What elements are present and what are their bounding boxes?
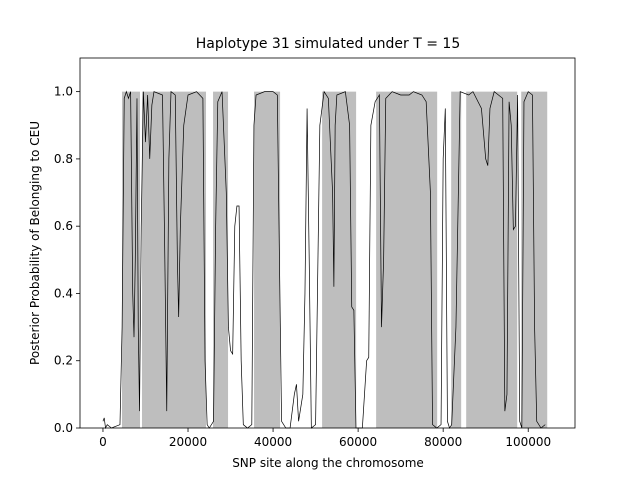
chart-title: Haplotype 31 simulated under T = 15 — [196, 36, 461, 52]
x-tick-label: 100000 — [505, 435, 551, 449]
plot-frame — [79, 57, 576, 429]
shaded-region — [466, 91, 518, 429]
x-axis-label: SNP site along the chromosome — [232, 456, 424, 470]
shaded-region — [322, 91, 357, 429]
y-tick-label: 0.4 — [54, 286, 73, 300]
x-tick-label: 0 — [99, 435, 107, 449]
shaded-region — [121, 91, 140, 429]
x-tick-label: 80000 — [424, 435, 462, 449]
data-line — [102, 90, 546, 430]
y-tick-label: 0.2 — [54, 354, 73, 368]
y-tick-label: 0.6 — [54, 219, 73, 233]
y-tick-label: 0.0 — [54, 421, 73, 435]
shaded-region — [376, 91, 438, 429]
shaded-region — [451, 91, 462, 429]
x-tick-label: 60000 — [339, 435, 377, 449]
y-axis-label: Posterior Probability of Belonging to CE… — [28, 121, 42, 365]
shaded-region — [254, 91, 281, 429]
y-tick-label: 0.8 — [54, 152, 73, 166]
shaded-region — [141, 91, 207, 429]
x-tick-label: 40000 — [254, 435, 292, 449]
x-tick-label: 20000 — [169, 435, 207, 449]
y-tick-label: 1.0 — [54, 85, 73, 99]
